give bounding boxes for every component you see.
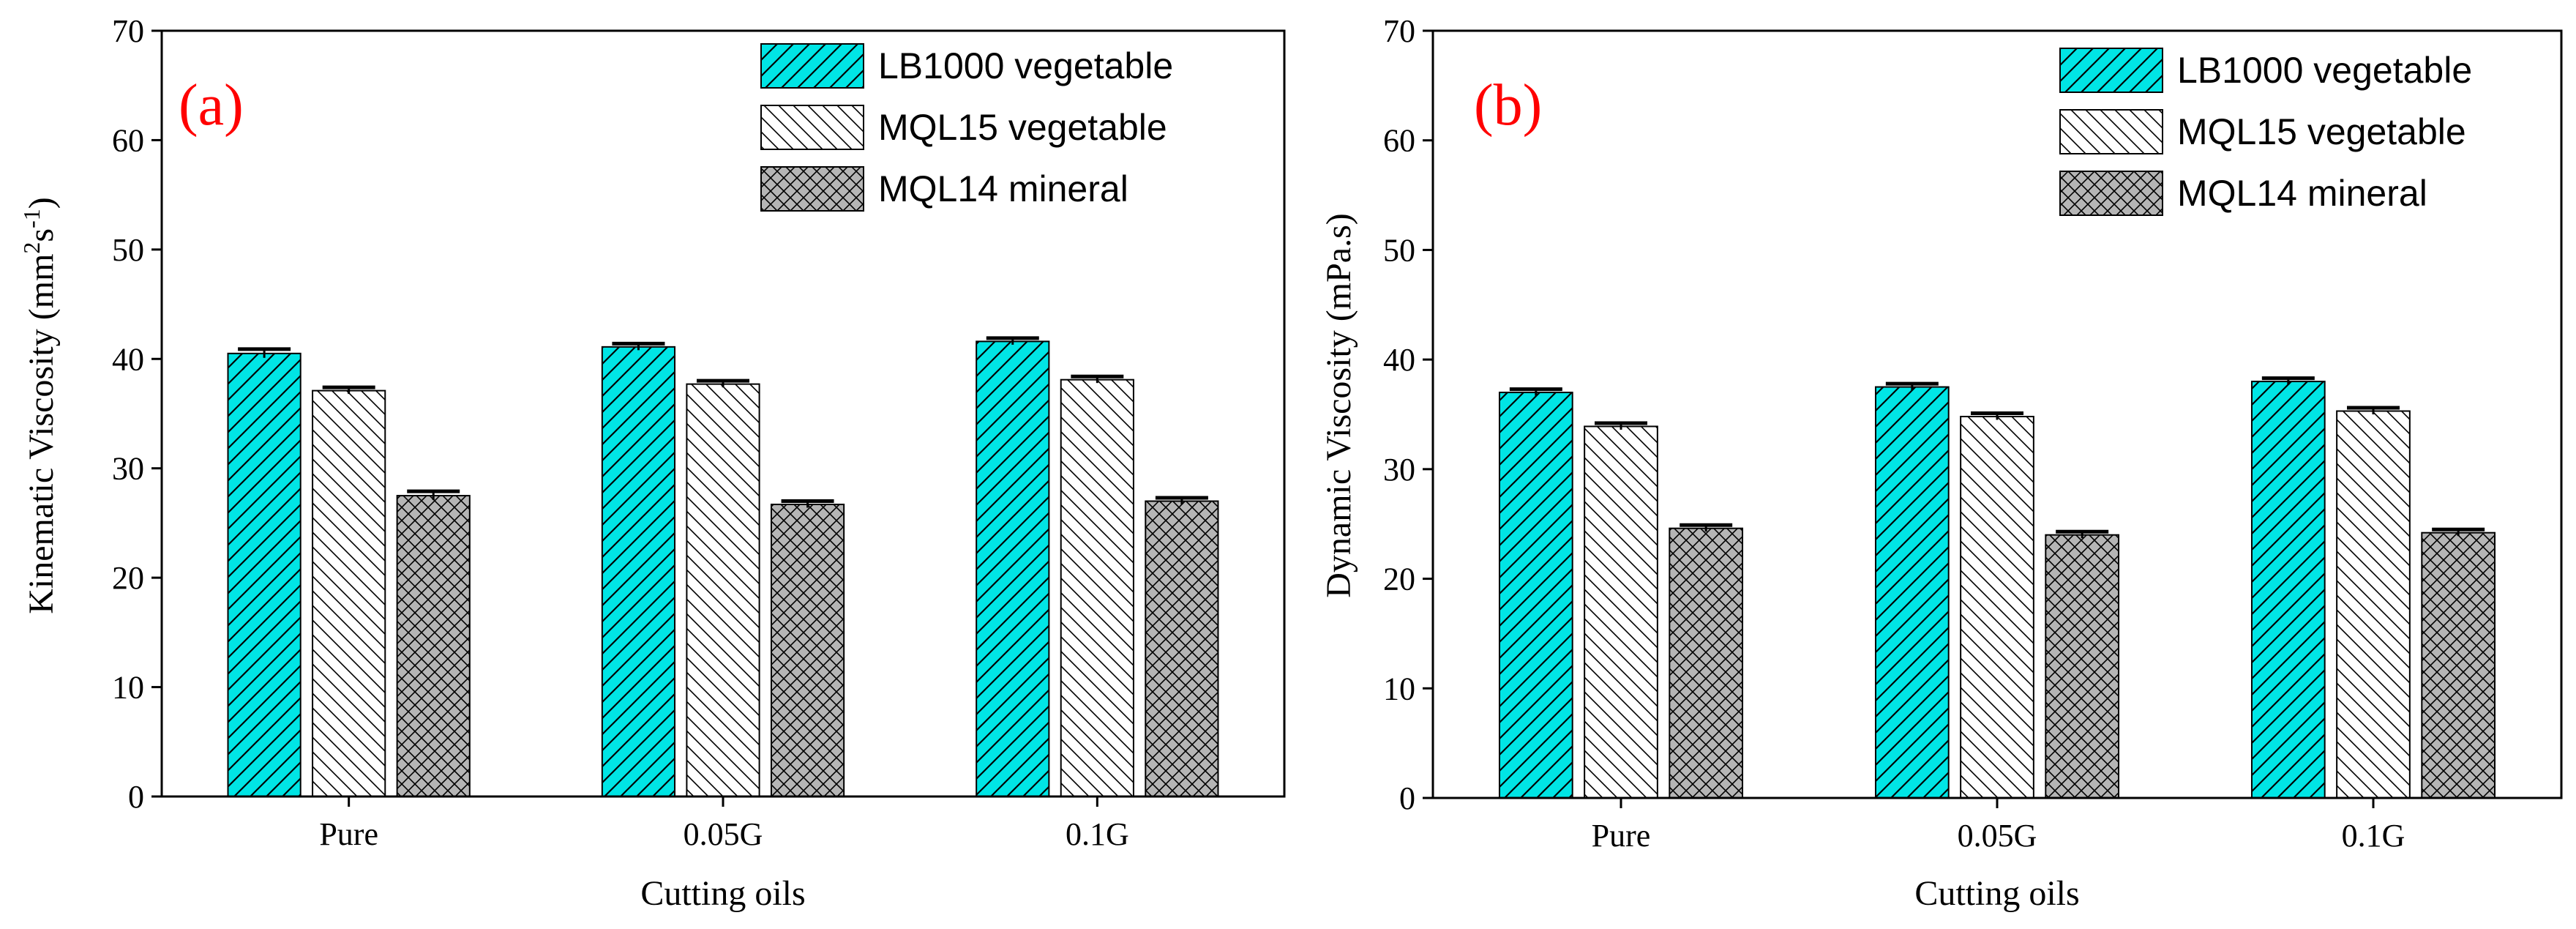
y-axis-label: Dynamic Viscosity (mPa.s): [1319, 213, 1358, 598]
y-tick-label: 20: [1383, 561, 1415, 597]
x-axis-label: Cutting oils: [640, 874, 805, 913]
y-axis-ticks: 0 10 20 30 40 50 60 70: [112, 13, 162, 815]
chart-panel-a: (a) 0 10 20 30 40 50 60 70 Pure 0.05G 0.1G LB1000…: [18, 13, 1286, 913]
x-tick-labels: Pure 0.05G 0.1G: [1592, 798, 2405, 854]
bar: [601, 346, 676, 797]
chart-panel-b: (b) 0 10 20 30 40 50 60 70 Pure 0.05G 0.1G LB1000…: [1319, 13, 2563, 913]
bar: [1498, 392, 1573, 799]
y-tick-label: 70: [112, 13, 144, 49]
x-tick-label: Pure: [319, 816, 378, 852]
bar: [312, 389, 386, 797]
x-tick-labels: Pure 0.05G 0.1G: [319, 796, 1129, 852]
y-tick-label: 50: [112, 232, 144, 268]
bar: [1584, 425, 1658, 799]
bar: [1960, 415, 2034, 799]
y-tick-label: 0: [1399, 780, 1415, 816]
bars: [227, 340, 1219, 798]
y-tick-label: 0: [128, 779, 144, 815]
legend-label: LB1000 vegetable: [2177, 50, 2472, 91]
bar: [2045, 534, 2120, 799]
x-tick-label: 0.1G: [2342, 818, 2405, 854]
bar: [2336, 410, 2411, 799]
legend-swatch: [2059, 48, 2163, 93]
y-tick-label: 40: [1383, 342, 1415, 378]
bar: [1669, 527, 1744, 799]
y-axis-label-sup1: 2: [18, 242, 45, 254]
y-tick-label: 20: [112, 560, 144, 596]
legend-label: MQL15 vegetable: [2177, 111, 2466, 152]
bar: [2421, 531, 2496, 799]
y-tick-label: 60: [1383, 123, 1415, 159]
legend-swatch: [2059, 109, 2163, 154]
y-axis-label-end: ): [22, 197, 61, 209]
y-tick-label: 10: [112, 670, 144, 706]
legend-label: MQL14 mineral: [2177, 173, 2427, 214]
legend: LB1000 vegetable MQL15 vegetable MQL14 min…: [2059, 48, 2472, 216]
plot-frame: [1431, 29, 2563, 799]
bar: [1060, 378, 1134, 797]
y-tick-label: 30: [112, 451, 144, 487]
error-bars: [1509, 376, 2485, 539]
y-axis-ticks: 0 10 20 30 40 50 60 70: [1383, 13, 1433, 816]
y-axis-label-sup2: -1: [18, 209, 45, 228]
y-tick-label: 50: [1383, 232, 1415, 268]
bar: [770, 504, 845, 797]
legend: LB1000 vegetable MQL15 vegetable MQL14 min…: [760, 43, 1173, 212]
panel-letter: (a): [179, 73, 244, 138]
y-axis-label: Kinematic Viscosity (mm2s-1): [18, 197, 61, 614]
legend-label: MQL15 vegetable: [878, 107, 1167, 148]
bar: [1145, 500, 1219, 797]
bar: [976, 340, 1050, 797]
y-tick-label: 30: [1383, 452, 1415, 488]
legend-label: LB1000 vegetable: [878, 45, 1173, 86]
bar: [1874, 386, 1950, 799]
y-tick-label: 70: [1383, 13, 1415, 49]
x-tick-label: 0.05G: [1958, 818, 2037, 854]
y-axis-label-main: Kinematic Viscosity (mm: [22, 254, 61, 614]
x-tick-label: Pure: [1592, 818, 1651, 854]
y-tick-label: 40: [112, 341, 144, 377]
legend-swatch: [760, 166, 864, 212]
plot-frame: [160, 29, 1286, 798]
panel-letter: (b): [1474, 73, 1542, 138]
x-tick-label: 0.05G: [684, 816, 763, 852]
legend-swatch: [760, 43, 864, 89]
bar: [227, 352, 302, 798]
legend-swatch: [2059, 171, 2163, 216]
bar: [396, 495, 471, 797]
legend-swatch: [760, 105, 864, 150]
x-tick-label: 0.1G: [1066, 816, 1129, 852]
legend-label: MQL14 mineral: [878, 168, 1128, 209]
y-tick-label: 60: [112, 122, 144, 158]
bar: [686, 383, 760, 797]
y-axis-label-mid: s: [22, 228, 61, 242]
y-tick-label: 10: [1383, 671, 1415, 706]
bars: [1498, 381, 2496, 799]
bar: [2250, 381, 2326, 799]
x-axis-label: Cutting oils: [1914, 874, 2079, 913]
error-bars: [238, 336, 1208, 508]
